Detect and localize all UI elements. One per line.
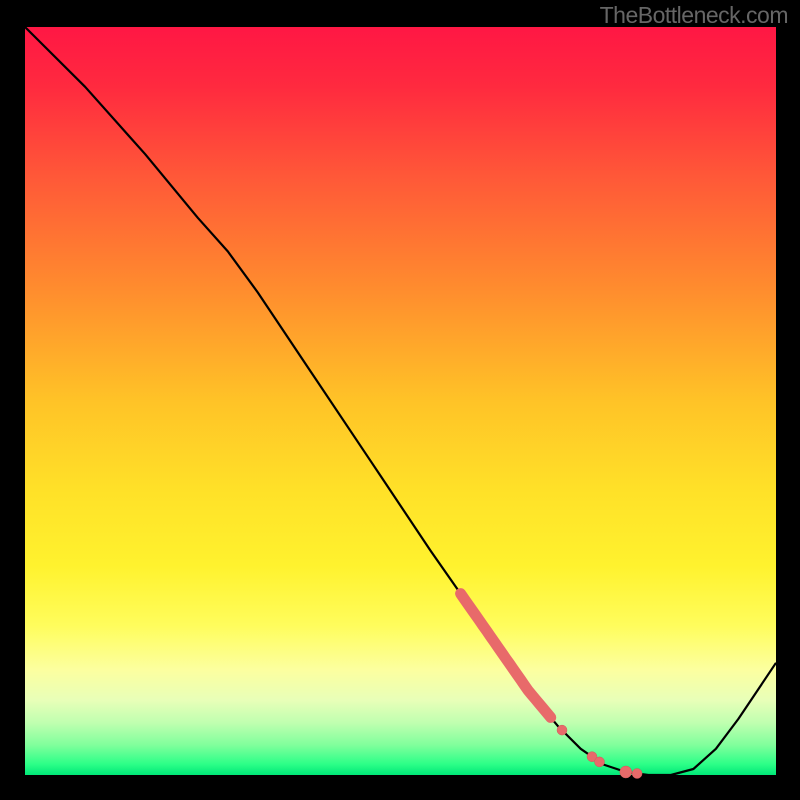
marker-dot — [632, 769, 642, 779]
marker-dot — [557, 725, 567, 735]
watermark-text: TheBottleneck.com — [600, 2, 788, 29]
marker-dot — [620, 766, 632, 778]
chart-container — [0, 0, 800, 800]
marker-dot — [595, 757, 605, 767]
gradient-background — [25, 27, 776, 775]
bottleneck-chart — [0, 0, 800, 800]
